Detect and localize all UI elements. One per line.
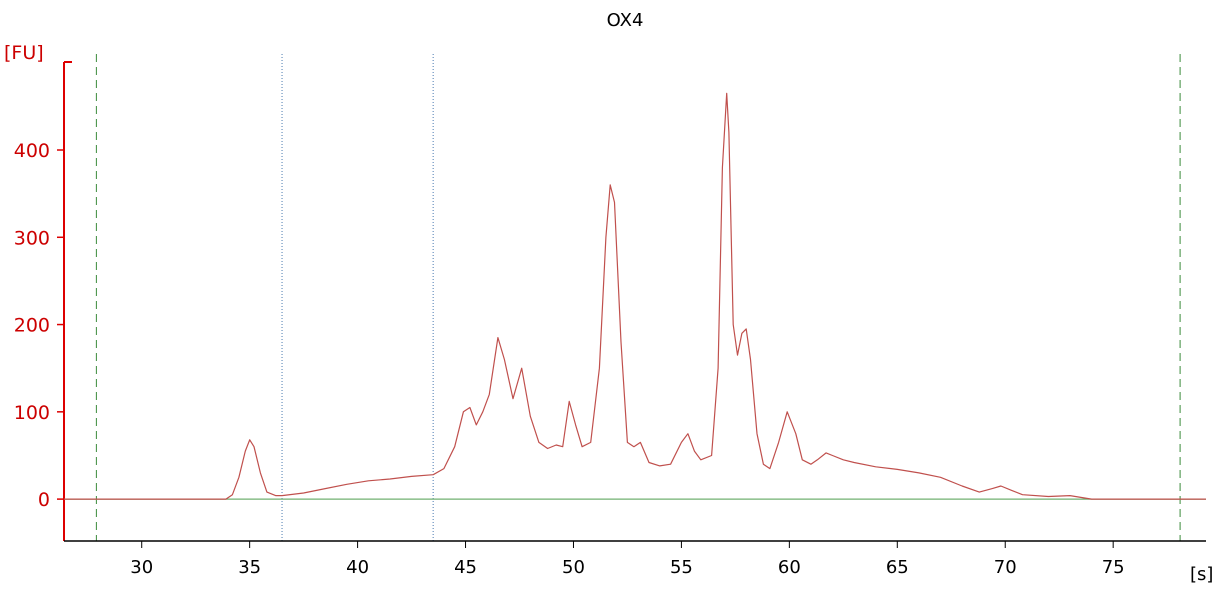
region-markers bbox=[95, 54, 1181, 541]
y-tick-label-400: 400 bbox=[14, 140, 50, 162]
y-tick-label-300: 300 bbox=[14, 227, 50, 249]
x-axis-unit-label: [s] bbox=[1190, 564, 1213, 585]
x-tick-label-60: 60 bbox=[778, 557, 801, 578]
x-tick-label-65: 65 bbox=[886, 557, 909, 578]
x-tick-label-70: 70 bbox=[994, 557, 1017, 578]
x-tick-label-75: 75 bbox=[1102, 557, 1125, 578]
x-tick-label-55: 55 bbox=[670, 557, 693, 578]
y-tick-label-0: 0 bbox=[38, 489, 50, 511]
axes: 0 100 200 300 400 30 35 40 45 50 55 60 65 70 75 bbox=[14, 61, 1206, 578]
x-tick-label-50: 50 bbox=[562, 557, 585, 578]
x-tick-label-40: 40 bbox=[346, 557, 369, 578]
y-axis-unit-label: [FU] bbox=[4, 42, 44, 64]
y-tick-label-100: 100 bbox=[14, 402, 50, 424]
y-tick-label-200: 200 bbox=[14, 315, 50, 337]
chart-title: OX4 bbox=[607, 10, 644, 31]
x-tick-label-30: 30 bbox=[130, 557, 153, 578]
signal-trace bbox=[64, 92, 1206, 500]
x-tick-label-35: 35 bbox=[238, 557, 261, 578]
x-tick-label-45: 45 bbox=[454, 557, 477, 578]
